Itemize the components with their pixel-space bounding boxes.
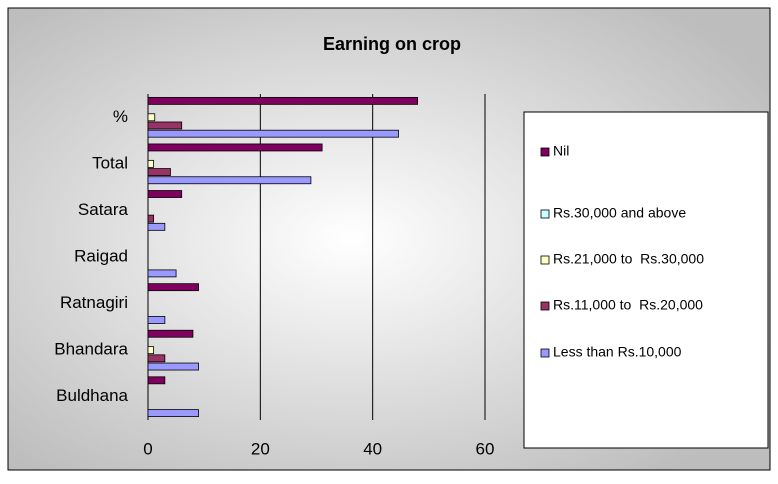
- bar: [147, 159, 155, 168]
- legend-swatch: [540, 301, 550, 311]
- bar: [147, 113, 156, 122]
- bar: [147, 346, 155, 355]
- bar: [147, 409, 199, 418]
- bar: [147, 176, 312, 185]
- legend-box: [523, 111, 769, 449]
- legend-label: Rs.30,000 and above: [553, 205, 686, 221]
- y-tick-label: Buldhana: [56, 386, 128, 405]
- legend-swatch: [540, 255, 550, 265]
- bar: [147, 96, 419, 105]
- bar: [147, 283, 199, 292]
- bar: [147, 214, 155, 223]
- bar: [147, 362, 199, 371]
- bar: [147, 354, 166, 363]
- chart-title: Earning on crop: [323, 34, 461, 54]
- x-tick-label: 20: [251, 439, 270, 458]
- legend-swatch: [540, 147, 550, 157]
- bar: [147, 143, 323, 152]
- y-tick-label: Total: [92, 153, 128, 172]
- legend-swatch: [540, 209, 550, 219]
- legend-label: Rs.21,000 to Rs.30,000: [553, 251, 704, 267]
- bar: [147, 376, 166, 385]
- bar: [147, 129, 399, 138]
- y-tick-label: Raigad: [74, 246, 128, 265]
- x-tick-label: 0: [143, 439, 152, 458]
- y-tick-label: Satara: [78, 200, 129, 219]
- bar: [147, 190, 183, 198]
- legend-label: Rs.11,000 to Rs.20,000: [553, 297, 703, 313]
- bar: [147, 329, 194, 338]
- bar: [147, 269, 177, 278]
- x-tick-label: 40: [363, 439, 382, 458]
- y-tick-label: Bhandara: [54, 340, 128, 359]
- legend-swatch: [540, 348, 550, 358]
- bar: [147, 121, 183, 130]
- bar: [147, 168, 171, 176]
- legend-label: Nil: [553, 143, 569, 159]
- y-tick-label: %: [113, 107, 128, 126]
- bar: [147, 316, 166, 324]
- y-tick-label: Ratnagiri: [60, 293, 128, 312]
- legend-label: Less than Rs.10,000: [553, 344, 682, 360]
- bar: [147, 222, 166, 231]
- x-tick-label: 60: [476, 439, 495, 458]
